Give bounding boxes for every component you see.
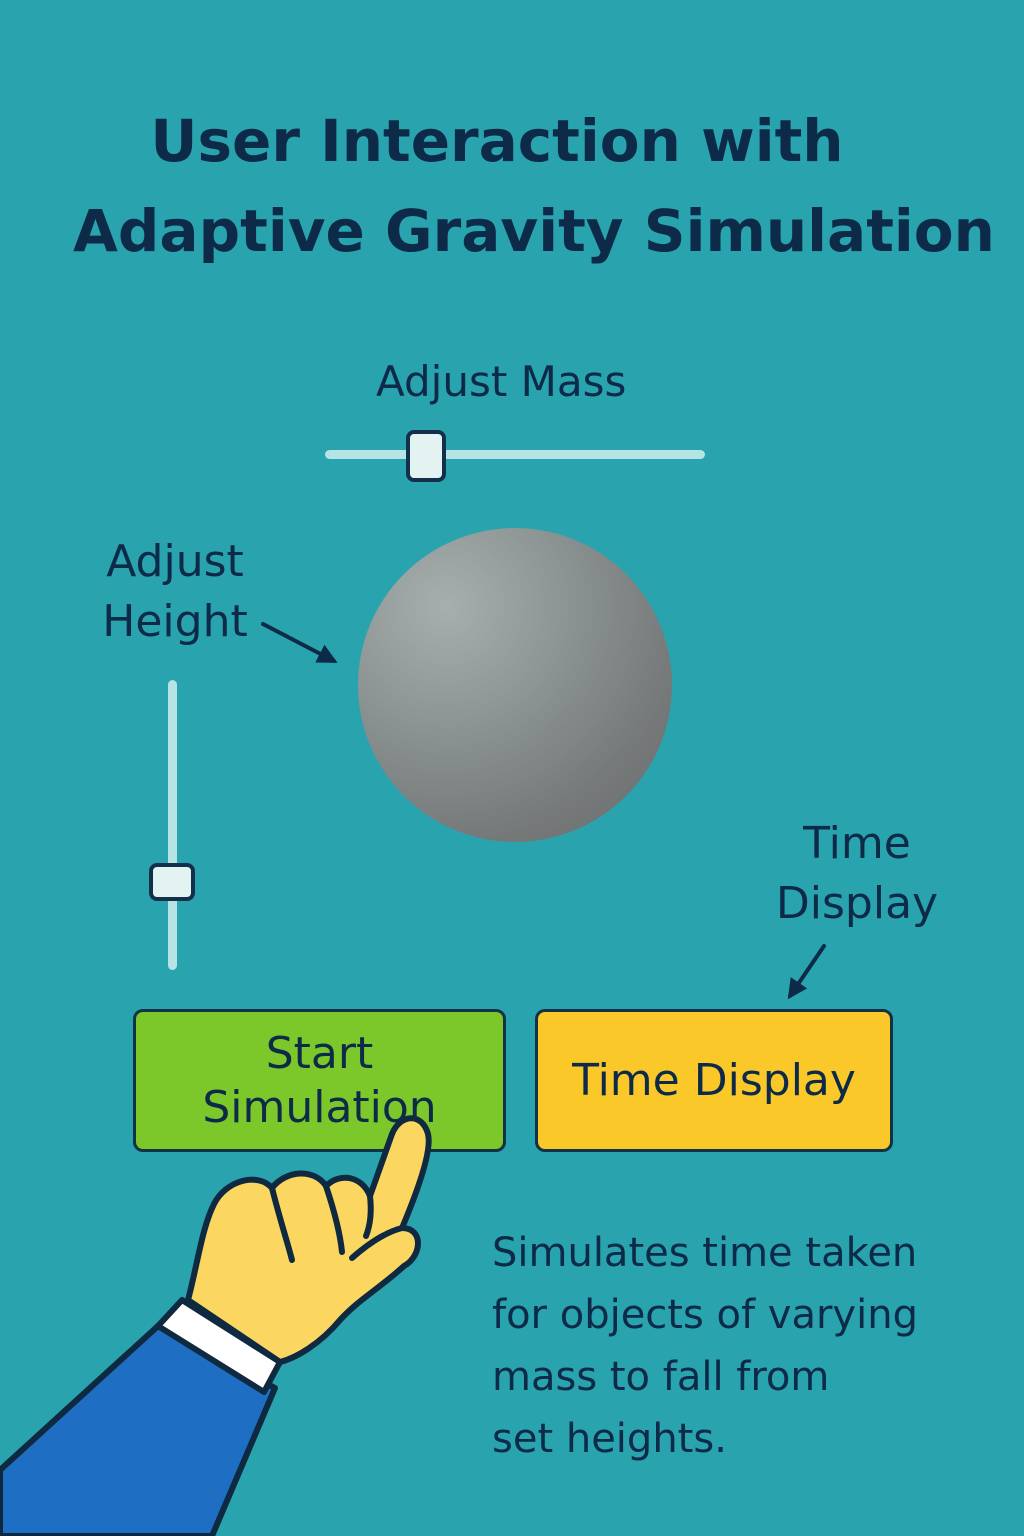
mass-slider-track[interactable] [325, 450, 705, 459]
description-text: Simulates time taken for objects of vary… [492, 1222, 972, 1470]
pointing-hand-icon [0, 1115, 432, 1536]
height-label-line-1: Adjust [106, 536, 244, 587]
description-line-3: mass to fall from [492, 1354, 830, 1400]
description-line-4: set heights. [492, 1416, 727, 1462]
start-button-line-1: Start [265, 1027, 374, 1079]
title-line-1: User Interaction with [150, 107, 844, 175]
arrow-icon [261, 622, 338, 663]
height-slider-thumb[interactable] [149, 863, 195, 901]
description-line-2: for objects of varying [492, 1292, 918, 1338]
time-annotation-line-2: Display [775, 878, 939, 929]
start-simulation-button[interactable]: Start Simulation [133, 1009, 506, 1152]
mass-slider-label: Adjust Mass [376, 357, 627, 406]
time-display-annotation: Time Display [772, 814, 942, 934]
time-display-box: Time Display [535, 1009, 893, 1152]
height-label-line-2: Height [102, 596, 248, 647]
arrow-icon [787, 944, 826, 1000]
page-title: User Interaction with Adaptive Gravity S… [0, 96, 1024, 276]
height-slider-label: Adjust Height [90, 532, 260, 652]
title-line-2: Adaptive Gravity Simulation [73, 197, 995, 265]
time-annotation-line-1: Time [803, 818, 911, 869]
description-line-1: Simulates time taken [492, 1230, 918, 1276]
ball-icon [358, 528, 672, 842]
mass-slider-thumb[interactable] [406, 430, 446, 482]
height-slider-track[interactable] [168, 680, 177, 970]
start-button-line-2: Simulation [202, 1081, 437, 1133]
